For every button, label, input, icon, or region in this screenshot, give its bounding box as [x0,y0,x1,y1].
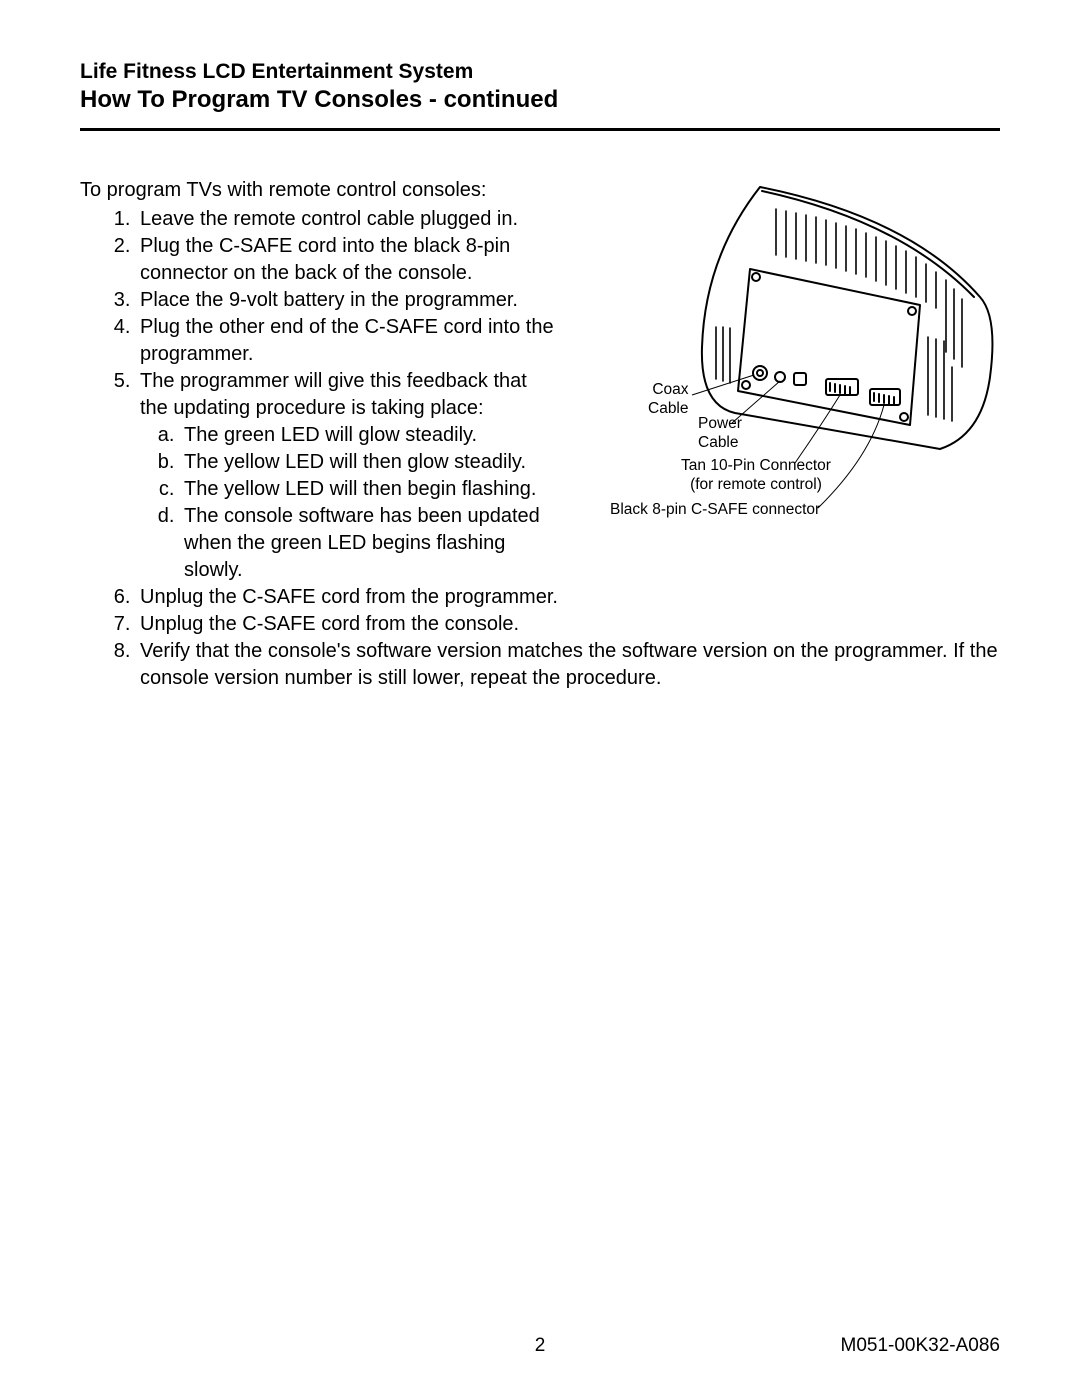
document-title: Life Fitness LCD Entertainment System [80,60,1000,84]
main-steps-list: Leave the remote control cable plugged i… [80,206,560,584]
callout-text-line2: (for remote control) [690,476,822,493]
step-item: Place the 9-volt battery in the programm… [136,287,560,314]
page-number: 2 [535,1335,546,1357]
page: Life Fitness LCD Entertainment System Ho… [0,0,1080,1397]
step-text: The programmer will give this feedback t… [140,370,527,419]
callout-text: CoaxCable [648,381,689,417]
step-item: Leave the remote control cable plugged i… [136,206,560,233]
substep-item: The yellow LED will then begin flashing. [180,476,560,503]
callout-power: PowerCable [698,415,742,452]
callout-tan-connector: Tan 10-Pin Connector (for remote control… [646,457,866,494]
step-item: Plug the C-SAFE cord into the black 8-pi… [136,233,560,287]
header-block: Life Fitness LCD Entertainment System Ho… [80,60,1000,114]
full-width-steps: Unplug the C-SAFE cord from the programm… [80,584,1000,692]
step-item: Plug the other end of the C-SAFE cord in… [136,314,560,368]
instruction-text-column: To program TVs with remote control conso… [80,177,560,584]
figure-column: CoaxCable PowerCable Tan 10-Pin Connecto… [560,177,1000,527]
document-code: M051-00K32-A086 [841,1335,1001,1357]
intro-text: To program TVs with remote control conso… [80,177,560,204]
callout-black-connector: Black 8-pin C-SAFE connector [610,501,820,520]
step-item: Verify that the console's software versi… [136,638,1000,692]
callout-coax: CoaxCable [648,381,689,418]
substep-item: The green LED will glow steadily. [180,422,560,449]
step-item: Unplug the C-SAFE cord from the console. [136,611,1000,638]
sub-steps-list: The green LED will glow steadily. The ye… [140,422,560,584]
callout-text-line1: Tan 10-Pin Connector [681,457,831,474]
console-figure: CoaxCable PowerCable Tan 10-Pin Connecto… [580,177,1000,527]
substep-item: The yellow LED will then glow steadily. [180,449,560,476]
content-row: To program TVs with remote control conso… [80,177,1000,584]
horizontal-rule [80,128,1000,131]
continued-steps-list: Unplug the C-SAFE cord from the programm… [80,584,1000,692]
step-item: The programmer will give this feedback t… [136,368,560,584]
step-item: Unplug the C-SAFE cord from the programm… [136,584,1000,611]
callout-text: PowerCable [698,415,742,451]
section-title: How To Program TV Consoles - continued [80,86,1000,114]
substep-item: The console software has been updated wh… [180,503,560,584]
page-footer: 2 M051-00K32-A086 [80,1335,1000,1357]
